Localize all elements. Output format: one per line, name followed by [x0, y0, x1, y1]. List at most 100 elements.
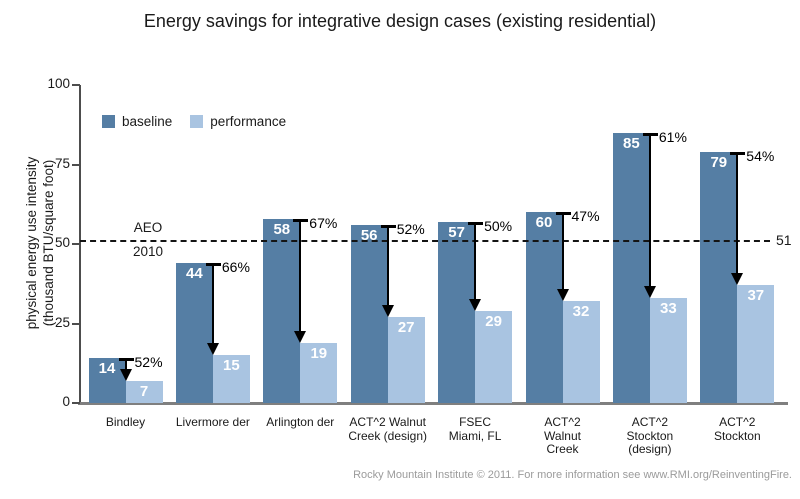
savings-arrow-shaft	[474, 221, 477, 301]
y-axis-tick	[72, 243, 80, 245]
x-axis-line	[78, 402, 788, 405]
performance-value-label: 33	[660, 300, 677, 318]
performance-bar: 33	[649, 298, 687, 403]
performance-legend-swatch	[190, 115, 204, 128]
performance-bar: 37	[737, 285, 775, 403]
legend-item-performance: performance	[190, 114, 286, 129]
x-axis-category-label-line: Arlington der	[266, 415, 335, 429]
performance-legend-label: performance	[210, 114, 287, 129]
y-axis-tick-label: 100	[47, 76, 70, 91]
savings-arrow-shaft	[736, 151, 739, 276]
savings-arrow-shaft	[211, 263, 214, 346]
baseline-bar: 44	[175, 263, 213, 403]
performance-value-label: 7	[139, 382, 149, 400]
savings-arrow-head	[294, 330, 307, 343]
baseline-value-label: 56	[360, 226, 378, 244]
performance-bar: 29	[475, 310, 513, 403]
performance-bar: 19	[300, 342, 338, 403]
savings-arrow-shaft	[124, 358, 127, 371]
plot-area: baseline performance AEO 2010 51 0 25 50 75…	[47, 76, 791, 456]
baseline-bar: 57	[438, 221, 476, 403]
baseline-value-label: 85	[623, 134, 640, 152]
x-axis-category-label-line: Bindley	[105, 415, 146, 429]
y-axis-tick-label: 25	[54, 314, 70, 330]
x-axis-category-label: ACT^2 Walnut Creek	[517, 415, 609, 457]
chart-title: Energy savings for integrative design ca…	[143, 11, 657, 31]
savings-arrow-shaft	[386, 224, 389, 308]
performance-value-label: 27	[397, 319, 415, 337]
x-axis-category-label-line: Stockton	[626, 428, 674, 443]
y-axis-tick	[72, 84, 80, 86]
baseline-value-label: 60	[535, 214, 553, 232]
baseline-value-label: 57	[448, 223, 465, 241]
savings-arrow-shaft	[561, 212, 564, 292]
savings-arrow-shaft	[648, 132, 651, 289]
x-axis-category-label-line: Livermore der	[175, 415, 250, 429]
savings-percent-label: 50%	[484, 217, 513, 234]
performance-value-label: 15	[223, 357, 240, 375]
baseline-legend-label: baseline	[122, 114, 173, 129]
y-axis-tick	[72, 322, 80, 325]
performance-bar: 7	[125, 380, 163, 403]
savings-percent-label: 54%	[746, 147, 775, 164]
x-axis-category-label-line: Walnut	[544, 428, 581, 443]
x-axis-category-label-line: FSEC	[459, 415, 492, 429]
savings-percent-label: 52%	[134, 354, 163, 371]
y-axis-tick-label: 0	[62, 394, 70, 409]
x-axis-category-label: FSEC Miami, FL	[429, 415, 521, 443]
performance-bar: 15	[212, 355, 250, 403]
x-axis-category-label-line: ACT^2	[719, 415, 756, 429]
performance-bar: 32	[562, 301, 600, 403]
performance-value-label: 29	[485, 312, 502, 330]
reference-line-value-label: 51	[776, 231, 792, 248]
savings-arrow-head	[119, 368, 132, 381]
performance-value-label: 32	[572, 303, 590, 321]
savings-arrow-head	[731, 273, 744, 286]
x-axis-category-label-line: ACT^2	[631, 415, 669, 429]
baseline-value-label: 44	[186, 265, 203, 283]
x-axis-category-label: Arlington der	[254, 415, 346, 430]
baseline-bar: 58	[263, 218, 301, 403]
baseline-bar: 79	[700, 151, 738, 403]
savings-percent-label: 52%	[396, 220, 425, 237]
x-axis-category-label: ACT^2 Stockton	[691, 415, 783, 443]
savings-arrow-head	[469, 298, 482, 311]
x-axis-category-label: Bindley	[80, 415, 172, 430]
reference-line	[80, 239, 770, 242]
savings-arrow-head	[556, 289, 569, 302]
x-axis-category-label-line: Creek	[546, 442, 579, 456]
performance-bar: 27	[387, 317, 425, 403]
baseline-bar: 56	[350, 224, 388, 403]
x-axis-category-label: Livermore der	[167, 415, 259, 430]
savings-percent-label: 61%	[658, 128, 687, 145]
savings-arrow-head	[643, 286, 656, 299]
savings-percent-label: 47%	[571, 208, 600, 225]
y-axis-tick	[72, 402, 80, 404]
savings-arrow-head	[381, 305, 394, 318]
x-axis-category-label-line: Miami, FL	[448, 428, 502, 443]
x-axis-category-label-line: Creek (design)	[348, 428, 428, 443]
baseline-value-label: 79	[710, 153, 728, 171]
x-axis-category-label-line: ACT^2 Walnut	[349, 415, 426, 429]
savings-percent-label: 67%	[309, 214, 338, 231]
performance-value-label: 19	[310, 344, 328, 362]
baseline-bar: 60	[525, 212, 563, 403]
x-axis-category-label-line: (design)	[628, 442, 672, 456]
legend: baseline performance	[102, 114, 286, 129]
y-axis-line	[79, 85, 81, 405]
savings-arrow-head	[206, 343, 219, 356]
x-axis-category-label-line: ACT^2	[544, 415, 581, 429]
baseline-value-label: 58	[273, 220, 291, 238]
y-axis-tick-label: 50	[54, 235, 70, 250]
baseline-legend-swatch	[102, 115, 115, 128]
savings-percent-label: 66%	[221, 259, 250, 276]
footer-credit: Rocky Mountain Institute © 2011. For mor…	[353, 469, 792, 481]
x-axis-category-label-line: Stockton	[713, 428, 761, 443]
baseline-value-label: 14	[98, 360, 116, 378]
x-axis-category-label: ACT^2 Stockton (design)	[604, 415, 696, 457]
y-axis-tick-label: 75	[54, 155, 70, 171]
legend-item-baseline: baseline	[102, 114, 172, 129]
baseline-bar: 14	[88, 358, 126, 403]
x-axis-category-label: ACT^2 Walnut Creek (design)	[342, 415, 434, 443]
